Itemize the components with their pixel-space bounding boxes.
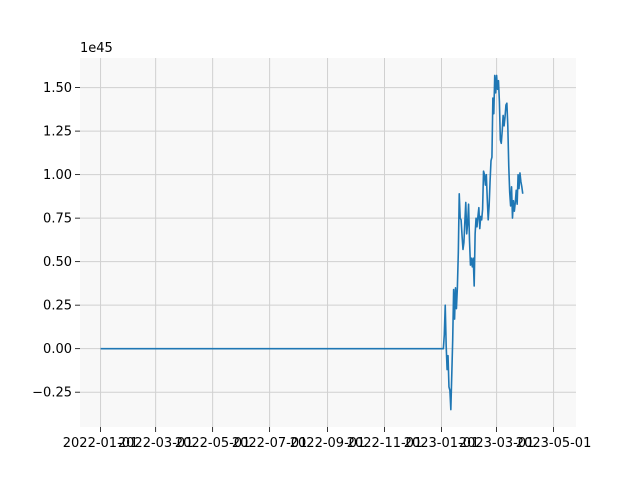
series-line xyxy=(100,74,524,411)
x-tick-label: 2022-03-01 xyxy=(118,436,194,451)
x-tick-label: 2022-05-01 xyxy=(175,436,251,451)
x-tick-label: 2022-09-01 xyxy=(290,436,366,451)
x-tick-label: 2022-01-01 xyxy=(63,436,139,451)
y-tick-label: 1.25 xyxy=(43,125,72,140)
y-tick-label: 0.75 xyxy=(43,212,72,227)
y-tick-label: −0.25 xyxy=(32,386,72,401)
x-tick-label: 2022-11-01 xyxy=(347,436,423,451)
y-offset-label: 1e45 xyxy=(80,41,113,56)
y-tick-label: 0.00 xyxy=(43,342,72,357)
x-tick-label: 2023-01-01 xyxy=(404,436,480,451)
x-tick-label: 2023-05-01 xyxy=(516,436,592,451)
series-layer xyxy=(100,74,524,411)
x-tick-label: 2022-07-01 xyxy=(232,436,308,451)
y-tick-label: 0.50 xyxy=(43,255,72,270)
y-tick-label: 0.25 xyxy=(43,299,72,314)
y-tick-label: 1.50 xyxy=(43,81,72,96)
y-tick-label: 1.00 xyxy=(43,168,72,183)
tick-labels: 2022-01-012022-03-012022-05-012022-07-01… xyxy=(32,81,591,451)
x-tick-label: 2023-03-01 xyxy=(459,436,535,451)
